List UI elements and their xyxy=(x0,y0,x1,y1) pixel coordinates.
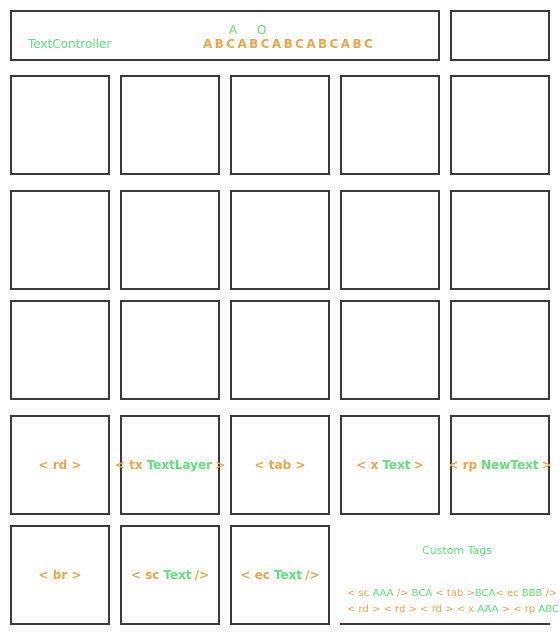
ao-label: AO xyxy=(229,23,287,37)
tag-text: Text xyxy=(163,568,192,582)
empty-cell xyxy=(340,300,440,400)
tag-cell-tx: < tx TextLayer > xyxy=(115,415,225,515)
tag-cell-br: < br > xyxy=(10,525,110,625)
tag-text: TextLayer xyxy=(146,458,213,472)
empty-cell xyxy=(10,190,110,290)
custom-seg: /> xyxy=(542,588,558,599)
custom-seg: > < rp xyxy=(498,604,539,615)
tag-suffix: > xyxy=(413,458,424,472)
empty-cell xyxy=(230,300,330,400)
custom-seg: < ec xyxy=(495,588,522,599)
tag-cell-x: < x Text > xyxy=(340,415,440,515)
custom-seg: < sc xyxy=(347,588,373,599)
empty-cell xyxy=(340,75,440,175)
custom-seg: /> xyxy=(393,588,412,599)
empty-cell xyxy=(120,75,220,175)
custom-seg: AAA xyxy=(372,588,394,599)
abc-sequence-text: ABCABCABCABCABC xyxy=(203,37,376,51)
tag-text: Text xyxy=(382,458,411,472)
empty-cell xyxy=(230,75,330,175)
empty-cell xyxy=(120,300,220,400)
custom-tags-line-2: < rd > < rd > < rd > < x AAA > < rp ABC … xyxy=(347,604,560,615)
custom-tags-title: Custom Tags xyxy=(422,544,492,557)
custom-seg: BCA xyxy=(474,588,496,599)
empty-cell xyxy=(10,75,110,175)
tag-label: < br > xyxy=(38,568,82,582)
text-controller-label: TextController xyxy=(28,37,112,51)
custom-seg: BBB xyxy=(521,588,543,599)
tag-label: < sc xyxy=(130,568,160,582)
tag-cell-tab: < tab > xyxy=(230,415,330,515)
tag-suffix: > xyxy=(215,458,226,472)
custom-tags-underline xyxy=(340,623,550,625)
tag-suffix: > xyxy=(541,458,552,472)
tag-suffix: /> xyxy=(194,568,210,582)
empty-cell xyxy=(450,190,550,290)
empty-cell xyxy=(10,300,110,400)
custom-seg: < tab > xyxy=(432,588,475,599)
custom-seg: AAA xyxy=(477,604,499,615)
text-controller-panel xyxy=(10,10,440,61)
tag-label: < rd > xyxy=(38,458,82,472)
custom-seg: ABC xyxy=(538,604,559,615)
custom-seg: < rd > < rd > < rd > < x xyxy=(347,604,478,615)
tag-label: < tab > xyxy=(254,458,306,472)
tag-cell-rp: < rp NewText > xyxy=(448,415,552,515)
tag-text: Text xyxy=(273,568,303,582)
tag-cell-ec: < ec Text/> xyxy=(230,525,330,625)
tag-cell-sc: < sc Text/> xyxy=(120,525,220,625)
tag-label: < rp xyxy=(448,458,478,472)
empty-cell xyxy=(450,300,550,400)
top-right-panel xyxy=(450,10,550,61)
custom-seg: BCA xyxy=(411,588,433,599)
empty-cell xyxy=(120,190,220,290)
tag-text: NewText xyxy=(481,458,539,472)
tag-label: < x xyxy=(356,458,379,472)
empty-cell xyxy=(450,75,550,175)
tag-label: < ec xyxy=(240,568,270,582)
custom-tags-line-1: < sc AAA /> BCA < tab >BCA< ec BBB /> xyxy=(347,588,557,599)
empty-cell xyxy=(230,190,330,290)
empty-cell xyxy=(340,190,440,290)
tag-suffix: /> xyxy=(305,568,320,582)
tag-label: < tx xyxy=(114,458,143,472)
tag-cell-rd: < rd > xyxy=(10,415,110,515)
